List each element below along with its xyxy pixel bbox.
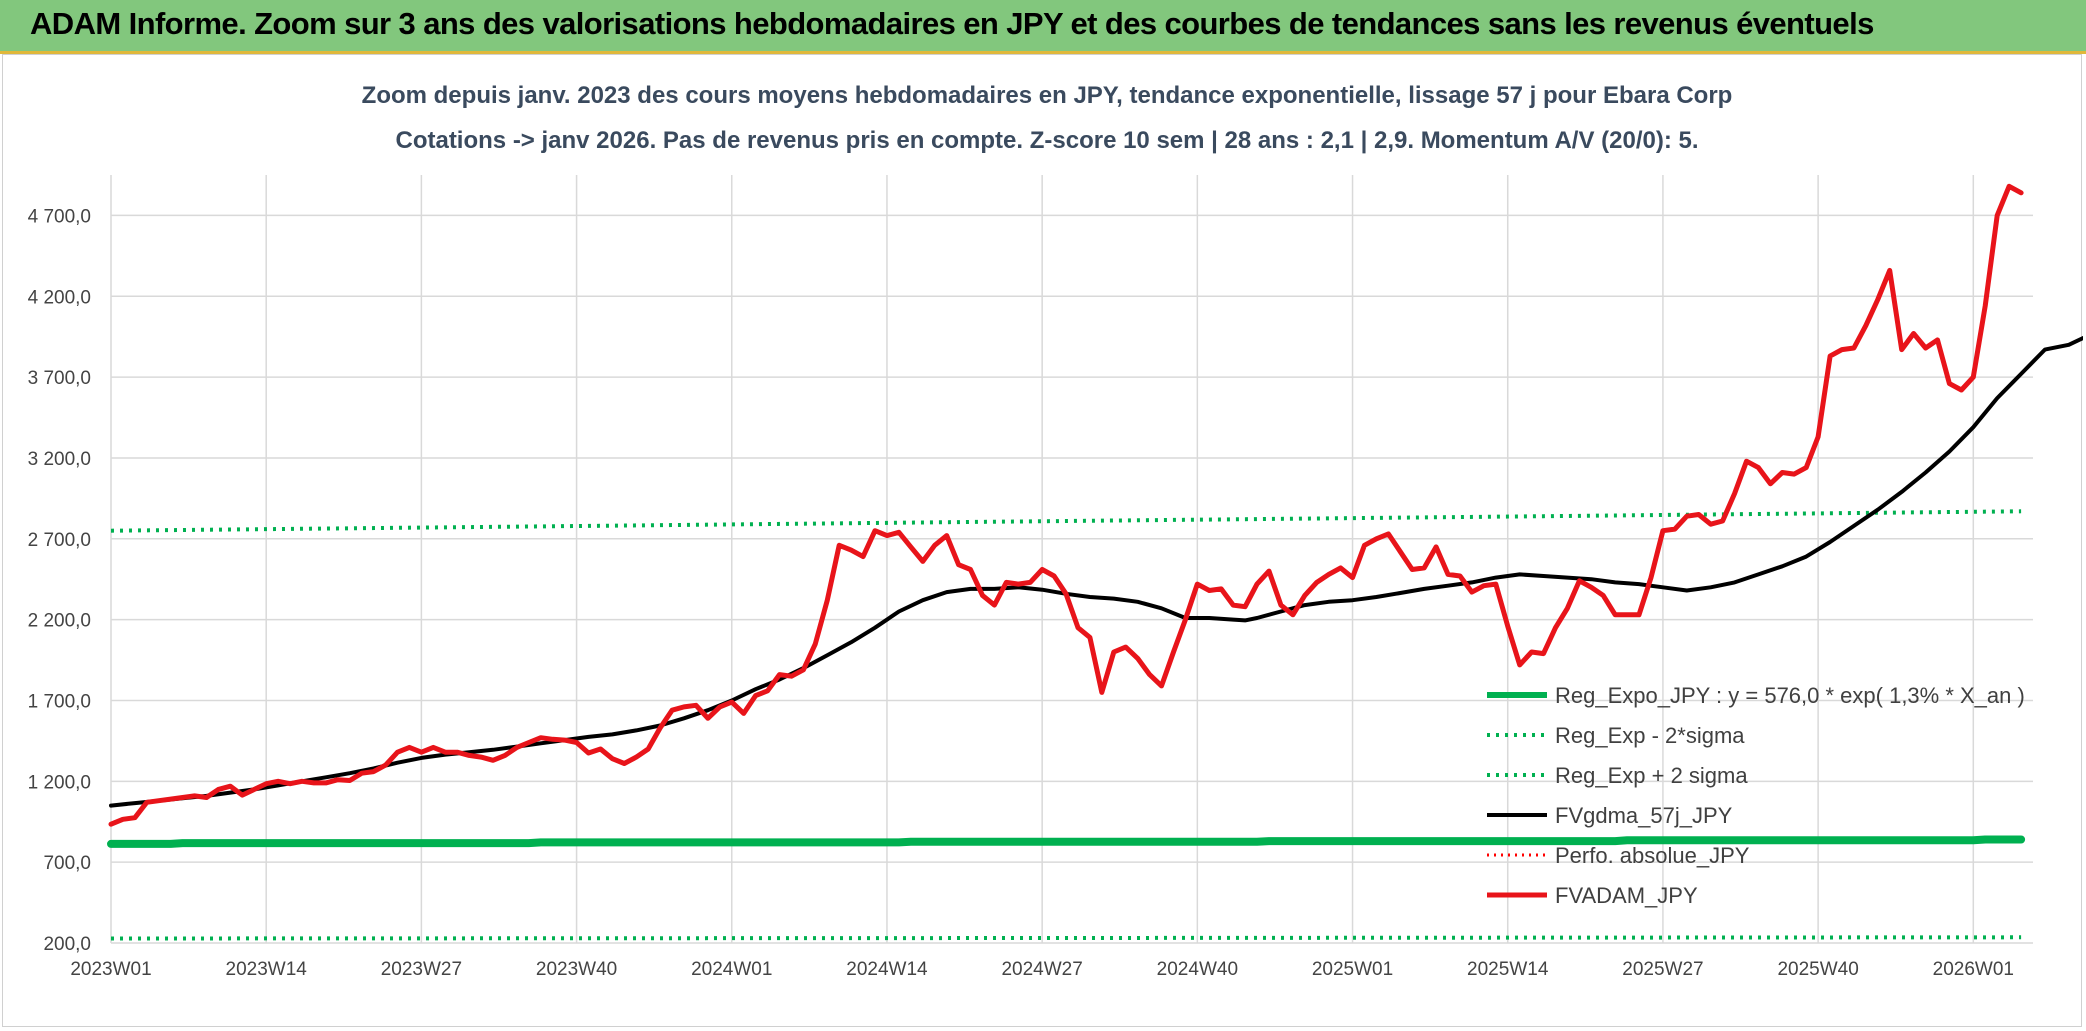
x-tick-label: 2023W14 — [226, 959, 308, 980]
series-line-3 — [109, 335, 2083, 808]
chart-subtitle: Cotations -> janv 2026. Pas de revenus p… — [395, 127, 1698, 154]
y-tick-label: 4 200,0 — [28, 287, 91, 308]
series-line-2 — [110, 509, 2022, 533]
y-tick-label: 200,0 — [43, 934, 91, 955]
y-tick-label: 3 700,0 — [28, 368, 91, 389]
y-tick-label: 1 700,0 — [28, 691, 91, 712]
x-tick-label: 2023W01 — [70, 959, 151, 980]
series-line-5 — [108, 183, 2024, 827]
x-tick-label: 2025W01 — [1312, 959, 1393, 980]
x-tick-label: 2025W14 — [1467, 959, 1549, 980]
legend-entry-0: Reg_Expo_JPY : y = 576,0 * exp( 1,3% * X… — [1555, 683, 2025, 708]
legend-entry-3: FVgdma_57j_JPY — [1555, 803, 1733, 828]
x-tick-label: 2025W40 — [1777, 959, 1858, 980]
x-tick-label: 2026W01 — [1933, 959, 2014, 980]
x-tick-label: 2025W27 — [1622, 959, 1703, 980]
y-tick-label: 4 700,0 — [28, 206, 91, 227]
x-tick-label: 2024W01 — [691, 959, 772, 980]
chart-area: Zoom depuis janv. 2023 des cours moyens … — [28, 82, 2083, 980]
legend-entry-1: Reg_Exp - 2*sigma — [1555, 723, 1745, 748]
x-tick-label: 2023W27 — [381, 959, 462, 980]
y-tick-label: 2 700,0 — [28, 530, 91, 551]
header-banner: ADAM Informe. Zoom sur 3 ans des valoris… — [0, 0, 2086, 54]
x-tick-label: 2023W40 — [536, 959, 617, 980]
y-tick-label: 3 200,0 — [28, 449, 91, 470]
chart-frame: Zoom depuis janv. 2023 des cours moyens … — [2, 54, 2083, 1027]
x-tick-label: 2024W40 — [1157, 959, 1238, 980]
x-tick-label: 2024W27 — [1001, 959, 1082, 980]
page-title: ADAM Informe. Zoom sur 3 ans des valoris… — [30, 6, 1874, 41]
legend-entry-2: Reg_Exp + 2 sigma — [1555, 763, 1748, 788]
y-tick-label: 1 200,0 — [28, 772, 91, 793]
series-line-0 — [107, 835, 2026, 848]
legend-entry-5: FVADAM_JPY — [1555, 883, 1698, 908]
x-tick-label: 2024W14 — [846, 959, 928, 980]
y-tick-label: 2 200,0 — [28, 611, 91, 632]
legend-entry-4: Perfo. absolue_JPY — [1555, 843, 1750, 868]
chart-title: Zoom depuis janv. 2023 des cours moyens … — [362, 82, 1733, 109]
y-tick-label: 700,0 — [43, 853, 91, 874]
series-line-1 — [110, 935, 2022, 941]
